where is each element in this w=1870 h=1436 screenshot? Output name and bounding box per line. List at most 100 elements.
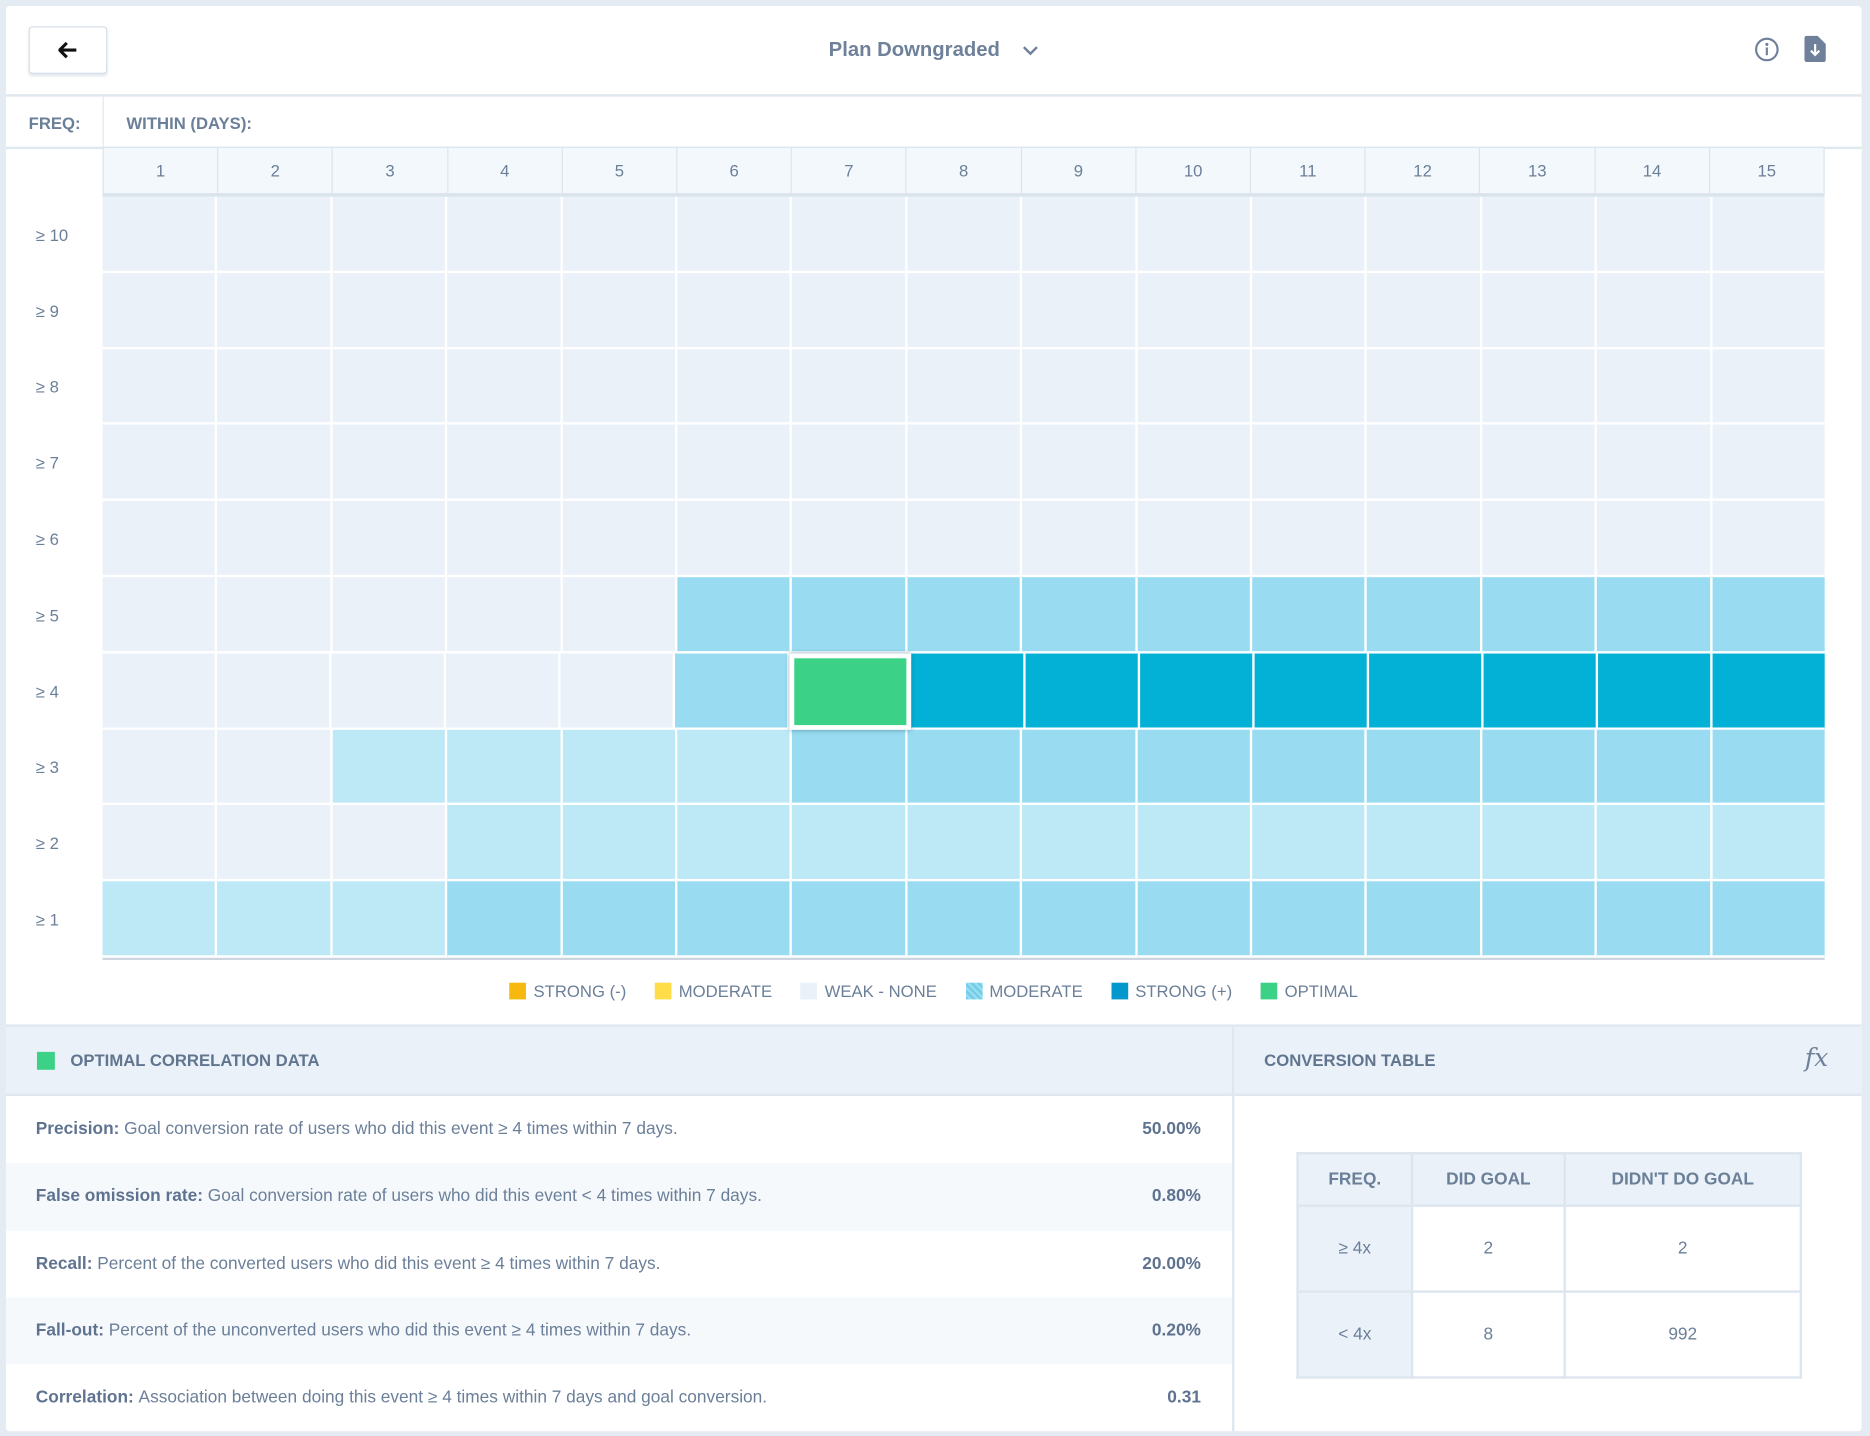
- formula-icon[interactable]: fx: [1804, 1043, 1829, 1073]
- heatmap-cell-weak-none[interactable]: [907, 348, 1023, 426]
- heatmap-cell-weak-none[interactable]: [447, 272, 563, 349]
- heatmap-cell-weak-none[interactable]: [1712, 501, 1825, 578]
- heatmap-cell-weak-none[interactable]: [907, 272, 1023, 349]
- heatmap-cell-light[interactable]: [907, 805, 1023, 882]
- heatmap-cell-strong[interactable]: [1483, 653, 1599, 730]
- heatmap-cell-moderate[interactable]: [1137, 577, 1253, 654]
- heatmap-cell-weak-none[interactable]: [1482, 425, 1598, 502]
- heatmap-cell-light[interactable]: [447, 729, 563, 806]
- heatmap-cell-weak-none[interactable]: [1597, 272, 1713, 349]
- heatmap-cell-moderate[interactable]: [447, 881, 563, 958]
- heatmap-cell-strong[interactable]: [1369, 653, 1484, 730]
- heatmap-cell-strong[interactable]: [1598, 653, 1713, 730]
- heatmap-cell-moderate[interactable]: [907, 729, 1023, 806]
- heatmap-cell-weak-none[interactable]: [102, 272, 218, 349]
- info-icon[interactable]: [1754, 37, 1779, 62]
- heatmap-cell-weak-none[interactable]: [1482, 272, 1598, 349]
- heatmap-cell-weak-none[interactable]: [1252, 272, 1368, 349]
- heatmap-cell-weak-none[interactable]: [792, 348, 908, 426]
- heatmap-cell-optimal[interactable]: [789, 653, 912, 730]
- heatmap-cell-weak-none[interactable]: [217, 729, 333, 806]
- heatmap-cell-moderate[interactable]: [1252, 881, 1368, 958]
- heatmap-cell-moderate[interactable]: [792, 577, 908, 654]
- heatmap-cell-light[interactable]: [677, 805, 793, 882]
- heatmap-cell-weak-none[interactable]: [1367, 501, 1483, 578]
- heatmap-cell-weak-none[interactable]: [1712, 348, 1825, 426]
- heatmap-cell-moderate[interactable]: [792, 881, 908, 958]
- heatmap-cell-weak-none[interactable]: [677, 425, 793, 502]
- heatmap-cell-weak-none[interactable]: [447, 425, 563, 502]
- heatmap-cell-weak-none[interactable]: [217, 805, 333, 882]
- heatmap-cell-light[interactable]: [1597, 805, 1713, 882]
- heatmap-cell-moderate[interactable]: [1482, 881, 1598, 958]
- heatmap-cell-weak-none[interactable]: [331, 653, 447, 730]
- heatmap-cell-moderate[interactable]: [792, 729, 908, 806]
- heatmap-cell-moderate[interactable]: [1482, 577, 1598, 654]
- heatmap-cell-weak-none[interactable]: [1022, 501, 1138, 578]
- heatmap-cell-weak-none[interactable]: [792, 196, 908, 273]
- heatmap-cell-moderate[interactable]: [1022, 577, 1138, 654]
- event-selector[interactable]: Plan Downgraded: [6, 38, 1862, 62]
- heatmap-cell-weak-none[interactable]: [560, 653, 676, 730]
- heatmap-cell-weak-none[interactable]: [102, 196, 218, 273]
- heatmap-cell-weak-none[interactable]: [217, 425, 333, 502]
- heatmap-cell-weak-none[interactable]: [217, 653, 332, 730]
- heatmap-cell-weak-none[interactable]: [217, 348, 333, 426]
- heatmap-cell-weak-none[interactable]: [102, 653, 218, 730]
- heatmap-cell-weak-none[interactable]: [1712, 425, 1825, 502]
- heatmap-cell-weak-none[interactable]: [1482, 348, 1598, 426]
- heatmap-cell-moderate[interactable]: [1367, 577, 1483, 654]
- heatmap-cell-weak-none[interactable]: [562, 272, 678, 349]
- heatmap-cell-weak-none[interactable]: [1022, 348, 1138, 426]
- heatmap-cell-light[interactable]: [102, 881, 218, 958]
- heatmap-cell-moderate[interactable]: [1597, 881, 1713, 958]
- heatmap-cell-weak-none[interactable]: [332, 196, 448, 273]
- heatmap-cell-weak-none[interactable]: [907, 501, 1023, 578]
- heatmap-cell-light[interactable]: [217, 881, 333, 958]
- heatmap-cell-moderate[interactable]: [1022, 881, 1138, 958]
- heatmap-cell-weak-none[interactable]: [447, 577, 563, 654]
- heatmap-cell-strong[interactable]: [1712, 653, 1825, 730]
- heatmap-cell-moderate[interactable]: [1712, 577, 1825, 654]
- heatmap-cell-light[interactable]: [447, 805, 563, 882]
- heatmap-cell-moderate[interactable]: [1712, 881, 1825, 958]
- heatmap-cell-moderate[interactable]: [1252, 577, 1368, 654]
- heatmap-cell-weak-none[interactable]: [102, 729, 218, 806]
- heatmap-cell-light[interactable]: [332, 729, 448, 806]
- heatmap-cell-moderate[interactable]: [1597, 729, 1713, 806]
- back-button[interactable]: [28, 26, 108, 74]
- heatmap-cell-weak-none[interactable]: [562, 501, 678, 578]
- heatmap-cell-moderate[interactable]: [1367, 881, 1483, 958]
- heatmap-cell-weak-none[interactable]: [1482, 501, 1598, 578]
- heatmap-cell-weak-none[interactable]: [447, 501, 563, 578]
- heatmap-cell-moderate[interactable]: [675, 653, 790, 730]
- heatmap-cell-weak-none[interactable]: [562, 425, 678, 502]
- heatmap-cell-light[interactable]: [562, 805, 678, 882]
- heatmap-cell-weak-none[interactable]: [677, 196, 793, 273]
- heatmap-cell-weak-none[interactable]: [446, 653, 561, 730]
- heatmap-cell-weak-none[interactable]: [102, 425, 218, 502]
- heatmap-cell-weak-none[interactable]: [1022, 425, 1138, 502]
- heatmap-cell-weak-none[interactable]: [792, 425, 908, 502]
- heatmap-cell-weak-none[interactable]: [217, 196, 333, 273]
- heatmap-cell-weak-none[interactable]: [447, 348, 563, 426]
- heatmap-cell-weak-none[interactable]: [1022, 272, 1138, 349]
- heatmap-cell-weak-none[interactable]: [332, 348, 448, 426]
- heatmap-cell-weak-none[interactable]: [562, 196, 678, 273]
- heatmap-cell-weak-none[interactable]: [217, 501, 333, 578]
- heatmap-cell-weak-none[interactable]: [332, 805, 448, 882]
- heatmap-cell-weak-none[interactable]: [102, 805, 218, 882]
- heatmap-cell-moderate[interactable]: [1252, 729, 1368, 806]
- heatmap-cell-moderate[interactable]: [1597, 577, 1713, 654]
- heatmap-cell-moderate[interactable]: [907, 577, 1023, 654]
- heatmap-cell-weak-none[interactable]: [907, 425, 1023, 502]
- heatmap-cell-weak-none[interactable]: [217, 577, 333, 654]
- heatmap-cell-moderate[interactable]: [1482, 729, 1598, 806]
- heatmap-cell-light[interactable]: [1367, 805, 1483, 882]
- heatmap-cell-weak-none[interactable]: [1137, 501, 1253, 578]
- heatmap-cell-weak-none[interactable]: [1137, 425, 1253, 502]
- heatmap-cell-light[interactable]: [562, 729, 678, 806]
- heatmap-cell-weak-none[interactable]: [1712, 272, 1825, 349]
- heatmap-cell-moderate[interactable]: [677, 577, 793, 654]
- heatmap-cell-weak-none[interactable]: [907, 196, 1023, 273]
